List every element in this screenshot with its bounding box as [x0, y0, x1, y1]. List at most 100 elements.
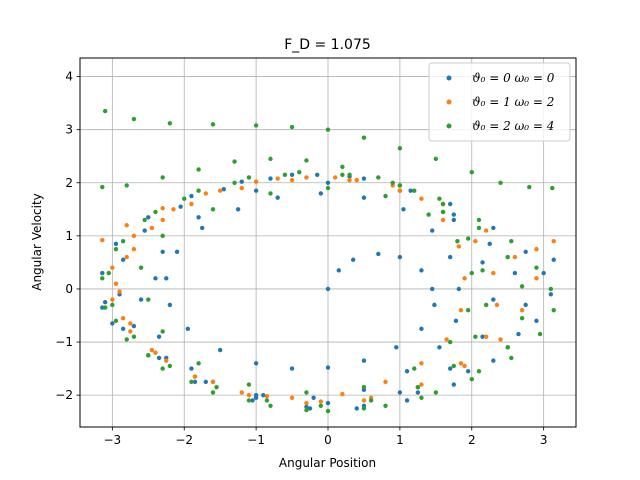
- scatter-point: [483, 334, 489, 339]
- scatter-point: [239, 390, 244, 395]
- scatter-point: [156, 334, 162, 339]
- scatter-point: [120, 238, 126, 244]
- scatter-point: [289, 395, 295, 400]
- scatter-point: [113, 281, 119, 286]
- scatter-point: [138, 265, 144, 270]
- scatter-point: [253, 123, 259, 128]
- scatter-point: [100, 276, 105, 281]
- scatter-point: [548, 292, 554, 297]
- scatter-point: [304, 158, 309, 163]
- scatter-point: [282, 172, 288, 178]
- x-tick-label: −1: [247, 433, 265, 447]
- scatter-point: [315, 172, 320, 178]
- scatter-point: [210, 207, 216, 212]
- scatter-point: [102, 305, 108, 310]
- scatter-point: [217, 347, 223, 353]
- scatter-point: [361, 195, 367, 200]
- x-tick-label: −3: [103, 433, 121, 447]
- scatter-point: [131, 246, 137, 252]
- scatter-point: [106, 270, 111, 276]
- scatter-series-3: [100, 108, 556, 414]
- scatter-point: [196, 167, 201, 172]
- scatter-point: [268, 191, 273, 196]
- scatter-point: [239, 179, 244, 184]
- y-tick-label: 4: [65, 70, 73, 84]
- scatter-point: [469, 270, 474, 276]
- scatter-point: [192, 379, 198, 385]
- scatter-point: [430, 286, 435, 292]
- scatter-point: [444, 337, 449, 342]
- scatter-point: [138, 297, 144, 302]
- legend-label-series-1: ϑ₀ = 0 ω₀ = 0: [472, 71, 555, 85]
- scatter-point: [167, 302, 173, 308]
- scatter-point: [156, 355, 162, 361]
- y-tick-label: 3: [65, 123, 73, 137]
- scatter-point: [469, 377, 474, 382]
- scatter-point: [440, 209, 446, 215]
- scatter-point: [451, 212, 456, 217]
- scatter-point: [297, 169, 302, 175]
- scatter-point: [131, 116, 137, 122]
- scatter-point: [289, 177, 295, 183]
- scatter-point: [465, 369, 471, 374]
- scatter-point: [451, 217, 456, 223]
- scatter-point: [451, 363, 456, 369]
- scatter-point: [505, 254, 510, 260]
- scatter-point: [264, 398, 270, 403]
- scatter-point: [412, 188, 417, 193]
- scatter-point: [476, 369, 482, 374]
- scatter-point: [110, 321, 115, 326]
- scatter-point: [473, 334, 478, 339]
- scatter-point: [397, 183, 403, 188]
- scatter-point: [408, 188, 413, 193]
- scatter-point: [483, 302, 489, 308]
- scatter-point: [480, 268, 485, 273]
- scatter-point: [491, 270, 496, 276]
- scatter-point: [512, 270, 518, 276]
- scatter-point: [110, 302, 115, 308]
- scatter-point: [509, 238, 514, 244]
- scatter-point: [487, 241, 492, 247]
- legend-label-series-3: ϑ₀ = 2 ω₀ = 4: [472, 119, 554, 133]
- scatter-point: [160, 249, 165, 254]
- scatter-point: [189, 201, 194, 207]
- scatter-point: [289, 124, 295, 130]
- scatter-point: [476, 217, 482, 223]
- scatter-point: [113, 241, 119, 247]
- scatter-point: [419, 268, 424, 273]
- scatter-point: [167, 121, 173, 126]
- x-axis-label: Angular Position: [279, 456, 376, 470]
- scatter-point: [433, 156, 439, 162]
- scatter-point: [516, 331, 521, 337]
- scatter-point: [480, 260, 485, 265]
- scatter-point: [200, 225, 205, 231]
- scatter-point: [551, 238, 556, 244]
- scatter-point: [332, 175, 338, 180]
- scatter-point: [523, 302, 528, 308]
- scatter-point: [361, 398, 367, 403]
- y-tick-label: 0: [65, 282, 73, 296]
- scatter-point: [210, 390, 216, 395]
- scatter-point: [164, 276, 169, 281]
- scatter-point: [253, 361, 259, 366]
- scatter-point: [246, 382, 252, 387]
- y-tick-label: −1: [55, 335, 73, 349]
- scatter-point: [415, 384, 421, 390]
- scatter-point: [491, 225, 496, 231]
- scatter-point: [480, 334, 485, 339]
- scatter-point: [534, 246, 539, 252]
- scatter-point: [253, 392, 259, 398]
- scatter-point: [390, 180, 395, 185]
- scatter-point: [174, 249, 180, 254]
- scatter-point: [113, 318, 119, 324]
- scatter-point: [325, 408, 331, 414]
- scatter-point: [124, 337, 129, 342]
- scatter-point: [437, 345, 442, 350]
- scatter-point: [146, 215, 151, 220]
- scatter-point: [397, 146, 403, 151]
- scatter-point: [462, 363, 467, 369]
- scatter-point: [268, 156, 273, 162]
- scatter-point: [361, 384, 367, 390]
- scatter-point: [160, 366, 165, 371]
- scatter-point: [415, 390, 421, 395]
